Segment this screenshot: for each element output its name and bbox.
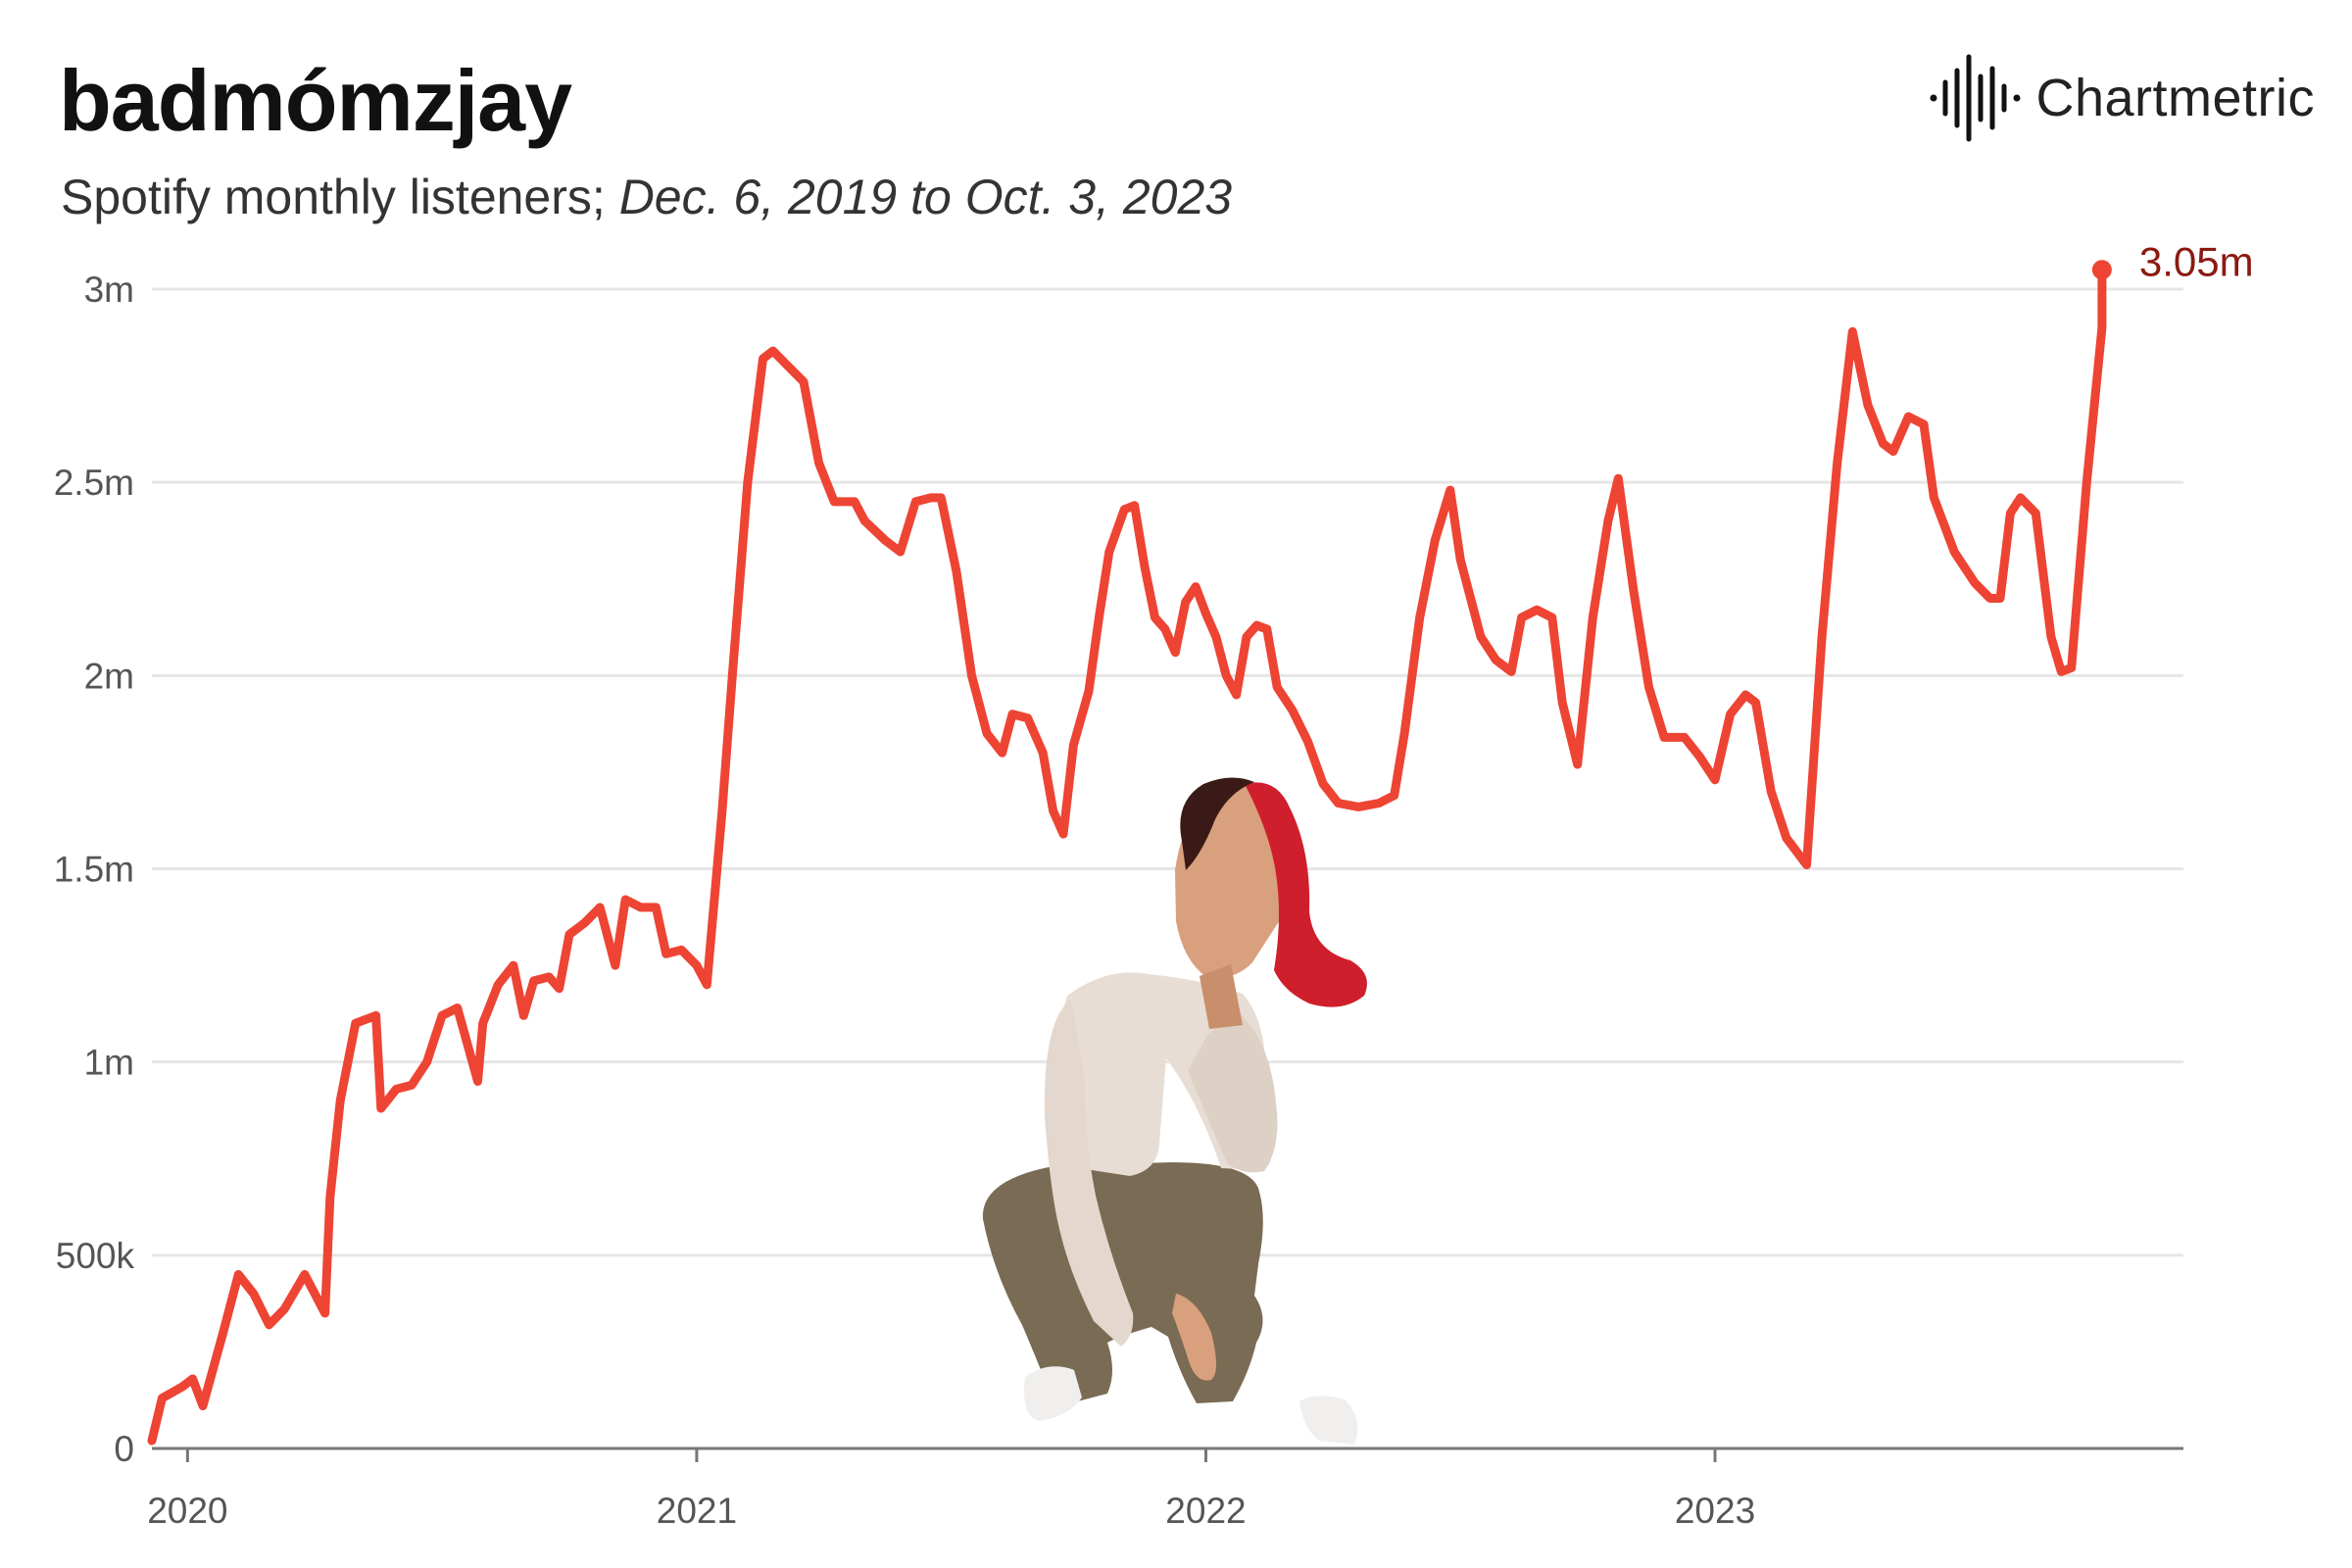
y-tick-label: 0 — [114, 1429, 134, 1469]
y-tick-label: 1.5m — [54, 850, 134, 890]
end-value-label: 3.05m — [2139, 238, 2254, 284]
chart-subtitle: Spotify monthly listeners; Dec. 6, 2019 … — [61, 169, 1232, 225]
x-tick-label: 2020 — [147, 1491, 227, 1531]
y-tick-label: 500k — [56, 1236, 135, 1276]
end-point-marker — [2091, 260, 2112, 280]
x-tick-label: 2021 — [657, 1491, 737, 1531]
artist-photo — [982, 777, 1367, 1445]
subtitle-prefix: Spotify monthly listeners; — [61, 170, 619, 224]
x-axis: 2020 2021 2022 2023 — [147, 1446, 2183, 1531]
y-axis-ticks: 0 500k 1m 1.5m 2m 2.5m 3m — [54, 270, 135, 1469]
brand-name: Chartmetric — [2035, 69, 2315, 127]
series-line — [147, 265, 2107, 1446]
chart-title: badmómzjay — [59, 52, 572, 149]
x-tick-label: 2022 — [1165, 1491, 1246, 1531]
date-range: Dec. 6, 2019 to Oct. 3, 2023 — [618, 170, 1233, 224]
x-tick-label: 2023 — [1675, 1491, 1755, 1531]
y-tick-label: 2m — [84, 656, 134, 696]
y-tick-label: 1m — [84, 1043, 134, 1083]
y-tick-label: 2.5m — [54, 463, 134, 503]
y-tick-label: 3m — [84, 270, 134, 310]
waveform-logo-icon — [1930, 54, 2021, 142]
brand-logo: Chartmetric — [1928, 49, 2315, 147]
